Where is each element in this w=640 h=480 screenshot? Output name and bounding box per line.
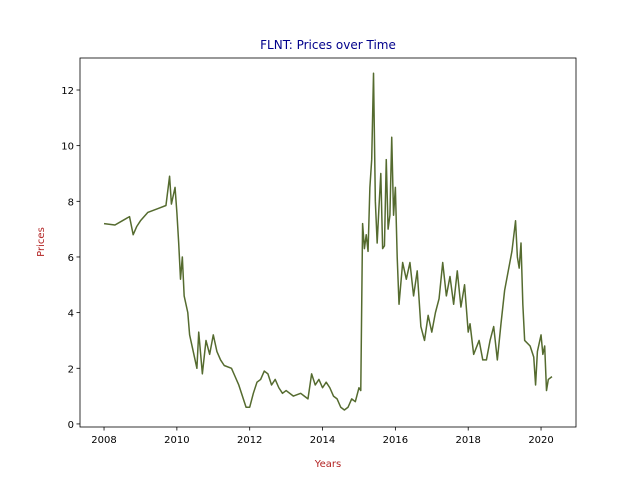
y-tick-label: 8 [68, 197, 74, 208]
x-tick-label: 2018 [455, 435, 480, 446]
axes-frame [79, 57, 577, 428]
y-tick-label: 4 [68, 309, 74, 320]
plot-area: 2008 2010 2012 2014 2016 2018 2020 0 2 4 6 8 10 12 [61, 72, 554, 446]
x-axis-label: Years [314, 459, 341, 470]
x-tick-label: 2016 [383, 435, 408, 446]
x-tick-label: 2010 [164, 435, 189, 446]
y-tick-label: 0 [68, 420, 74, 431]
x-tick-label: 2014 [310, 435, 335, 446]
y-axis-label: Prices [36, 227, 47, 257]
y-tick-label: 10 [61, 142, 74, 153]
x-tick-label: 2020 [528, 435, 553, 446]
x-tick-label: 2008 [91, 435, 116, 446]
price-line [103, 72, 553, 411]
y-tick-label: 6 [68, 253, 74, 264]
x-tick-label: 2012 [237, 435, 262, 446]
y-tick-label: 2 [68, 364, 74, 375]
y-tick-label: 12 [61, 86, 74, 97]
chart-title: FLNT: Prices over Time [260, 38, 396, 52]
